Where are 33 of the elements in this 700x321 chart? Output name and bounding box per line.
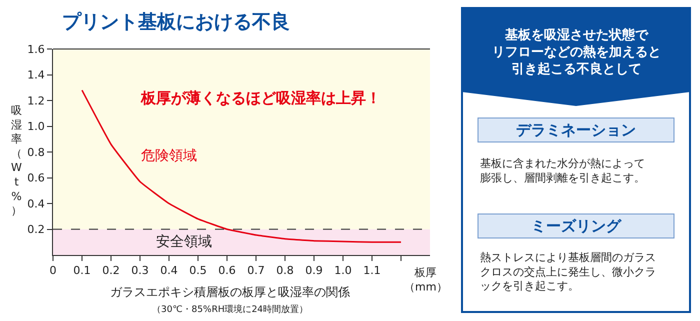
text: 基板を吸湿させた状態でリフローなどの熱を加えると引き起こる不良として	[492, 27, 661, 77]
x-tick-label: 1.0	[334, 264, 352, 278]
x-tick-label: 1.1	[363, 264, 381, 278]
y-tick-label: 1.4	[27, 68, 45, 82]
x-tick-label: 0.5	[189, 264, 207, 278]
text: 基板に含まれた水分が熱によって膨張し、層間剥離を引き起こす。	[480, 157, 645, 184]
x-tick-label: 0.6	[218, 264, 236, 278]
y-tick-label: 0.2	[27, 223, 45, 236]
x-tick-label: 0.8	[276, 264, 294, 278]
chart-title: プリント基板における不良	[62, 11, 290, 33]
x-axis-title: 板厚（mm）	[404, 266, 448, 294]
y-tick-label: 0.6	[27, 172, 45, 185]
y-tick-label: 1.0	[27, 120, 45, 134]
text: デラミネーション	[516, 121, 636, 139]
y-tick-label: 0.4	[27, 197, 45, 210]
band-label: 危険領域	[141, 148, 197, 164]
y-tick-label: 1.2	[27, 94, 45, 108]
annotation: 板厚が薄くなるほど吸湿率は上昇！	[140, 89, 381, 107]
text: ミーズリング	[531, 217, 622, 235]
x-tick-label: 0.2	[102, 264, 120, 278]
y-tick-label: 1.6	[27, 42, 45, 56]
x-tick-label: 0.9	[305, 264, 323, 278]
x-tick-label: 0.4	[160, 264, 178, 278]
y-axis-title: 吸湿率（Wt%）	[11, 104, 22, 218]
text: （30℃・85%RH環境に24時間放置）	[152, 304, 308, 315]
text: 熱ストレスにより基板層間のガラスクロスの交点上に発生し、微小クラックを引き起こす。	[480, 251, 656, 293]
text: ガラスエポキシ積層板の板厚と吸湿率の関係	[110, 285, 350, 299]
y-tick-label: 0.8	[27, 146, 45, 159]
x-tick-label: 0	[50, 264, 56, 278]
x-tick-label: 0.3	[131, 264, 149, 278]
x-tick-label: 0.1	[73, 264, 91, 278]
x-tick-label: 0.7	[247, 264, 265, 278]
band-label: 安全領域	[156, 234, 212, 250]
